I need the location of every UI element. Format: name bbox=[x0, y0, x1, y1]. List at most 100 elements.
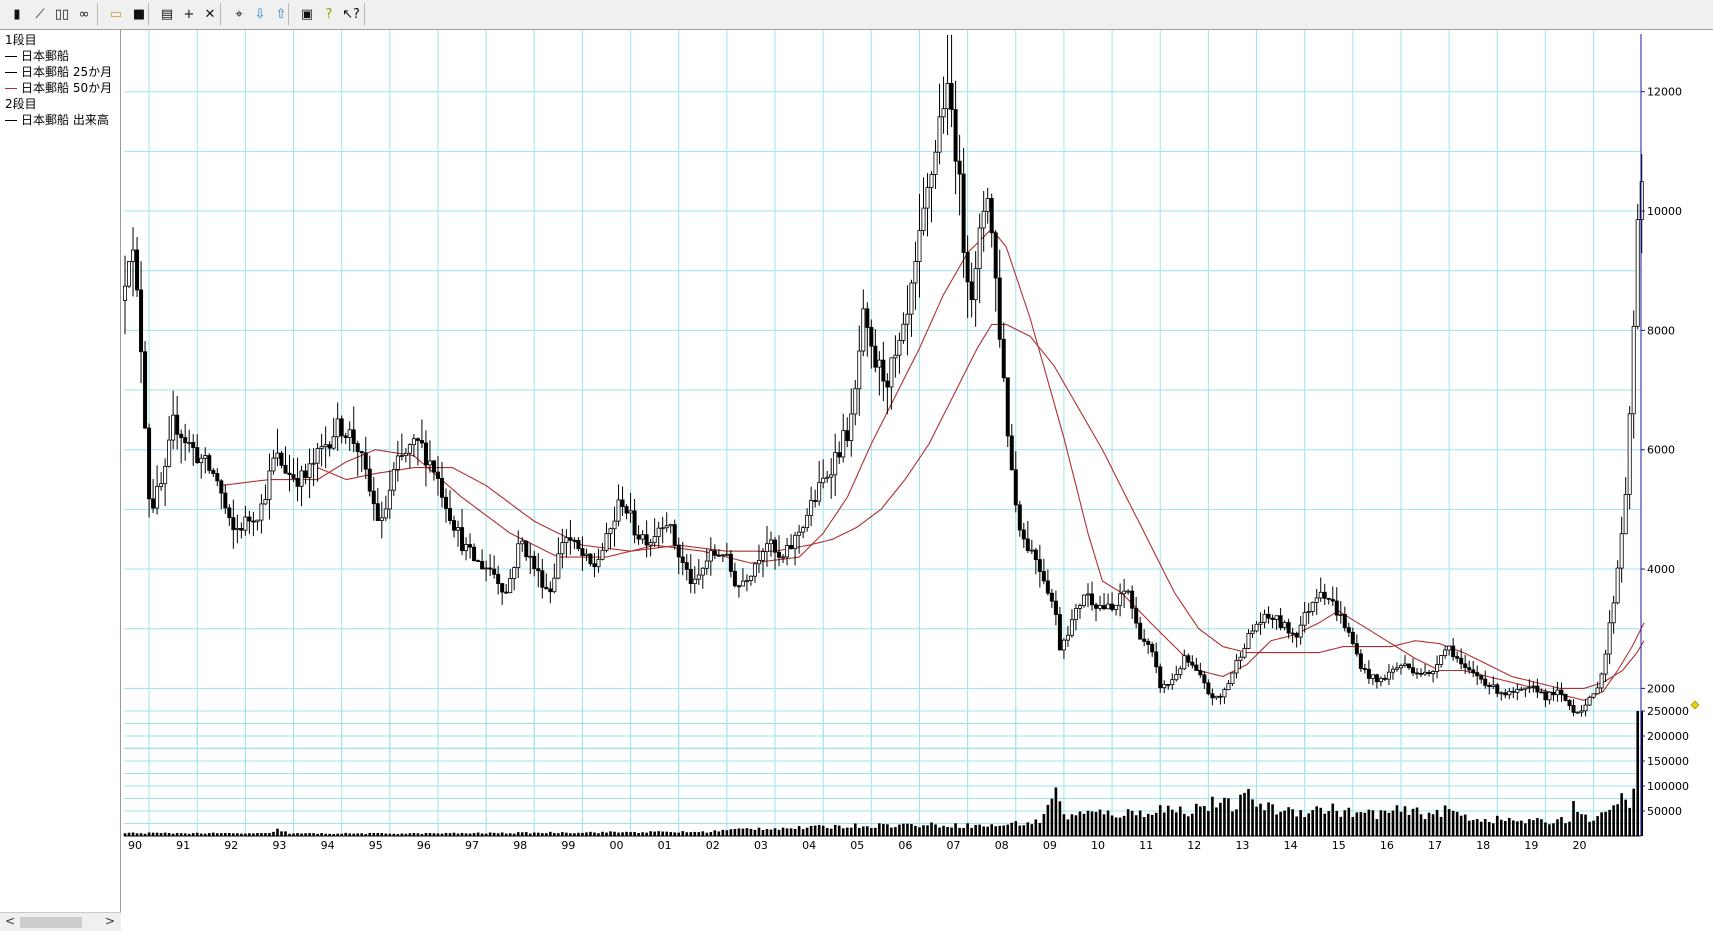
volume-bar bbox=[1022, 825, 1026, 836]
candle-body bbox=[652, 536, 657, 544]
volume-bar bbox=[1636, 711, 1640, 836]
arrow-down-icon[interactable]: ⇩ bbox=[254, 6, 266, 22]
volume-bar bbox=[641, 832, 644, 836]
candle-body bbox=[183, 437, 188, 444]
volume-bar bbox=[645, 832, 648, 836]
candle-body bbox=[315, 448, 320, 464]
legend-item: 日本郵船 50か月 bbox=[5, 81, 112, 96]
toolbar-separator bbox=[220, 3, 221, 25]
volume-bar bbox=[561, 832, 564, 836]
volume-bar bbox=[1199, 806, 1202, 836]
candle-body bbox=[1559, 689, 1564, 695]
x-tick-label: 04 bbox=[802, 839, 816, 852]
candle-body bbox=[1065, 634, 1070, 641]
volume-bar bbox=[1475, 819, 1479, 836]
arrow-up-icon[interactable]: ⇧ bbox=[275, 6, 287, 22]
candle-body bbox=[175, 414, 180, 435]
context-help-icon[interactable]: ↖? bbox=[342, 6, 360, 22]
x-tick-label: 19 bbox=[1524, 839, 1538, 852]
candle-body bbox=[732, 570, 737, 587]
volume-bar bbox=[1082, 813, 1086, 836]
volume-bar bbox=[549, 831, 552, 836]
volume-bar bbox=[1106, 810, 1110, 836]
candle-body bbox=[1503, 692, 1508, 696]
volume-tick-label: 250000 bbox=[1647, 705, 1689, 718]
scroll-right-icon[interactable]: > bbox=[105, 914, 116, 928]
x-tick-label: 12 bbox=[1187, 839, 1201, 852]
candle-body bbox=[1603, 653, 1608, 675]
volume-bar bbox=[448, 833, 452, 836]
candle-body bbox=[1623, 494, 1628, 535]
candle-body bbox=[1126, 590, 1131, 593]
volume-bar bbox=[689, 832, 693, 836]
x-tick-label: 11 bbox=[1139, 839, 1153, 852]
candle-body bbox=[1318, 591, 1323, 599]
volume-bar bbox=[524, 832, 528, 836]
properties-icon[interactable]: ▤ bbox=[160, 6, 174, 22]
candle-body bbox=[135, 249, 140, 291]
candle-body bbox=[1507, 690, 1512, 696]
candle-body bbox=[1017, 504, 1022, 531]
legend-item: 日本郵船 25か月 bbox=[5, 65, 112, 80]
volume-bar bbox=[179, 833, 183, 836]
volume-bar bbox=[729, 829, 733, 836]
save-icon[interactable]: ■ bbox=[132, 6, 146, 22]
candle-body bbox=[456, 527, 461, 531]
candle-body bbox=[263, 499, 268, 505]
print-icon[interactable]: ▣ bbox=[300, 6, 314, 22]
legend-scrollbar[interactable]: < > bbox=[0, 912, 121, 931]
delete-icon[interactable]: ✕ bbox=[204, 6, 216, 22]
volume-bar bbox=[404, 833, 408, 836]
ma25-layer bbox=[221, 228, 1645, 701]
candle-body bbox=[1611, 602, 1616, 624]
scroll-left-icon[interactable]: < bbox=[5, 914, 16, 928]
candle-body bbox=[744, 580, 749, 582]
dual-chart-icon[interactable]: ▯▯ bbox=[54, 6, 70, 22]
volume-bar bbox=[693, 831, 697, 836]
stock-chart: 2000400060008000100001200050000100000150… bbox=[121, 30, 1713, 931]
candle-body bbox=[596, 558, 601, 568]
volume-bar bbox=[1247, 789, 1250, 836]
volume-bar bbox=[1086, 810, 1090, 836]
volume-bar bbox=[408, 833, 412, 836]
volume-bar bbox=[384, 833, 388, 836]
candle-body bbox=[1615, 567, 1620, 604]
volume-bar bbox=[308, 833, 311, 836]
volume-bar bbox=[942, 825, 945, 836]
volume-bar bbox=[1351, 817, 1355, 836]
crosshair-icon[interactable]: + bbox=[183, 6, 195, 22]
line-chart-icon[interactable]: ⟋ bbox=[35, 6, 45, 22]
candle-body bbox=[536, 568, 541, 572]
volume-bar bbox=[1223, 797, 1226, 836]
candle-body bbox=[1314, 597, 1319, 603]
candle-body bbox=[439, 478, 444, 498]
candle-body bbox=[805, 514, 810, 529]
volume-bar bbox=[1126, 809, 1130, 836]
volume-bar bbox=[894, 827, 897, 836]
candle-body bbox=[760, 551, 765, 561]
candle-body bbox=[925, 187, 930, 209]
candle-body bbox=[616, 499, 621, 522]
candle-body bbox=[957, 160, 962, 175]
scrollbar-thumb[interactable] bbox=[20, 917, 82, 928]
volume-bar bbox=[1219, 802, 1222, 836]
open-folder-icon[interactable]: ▭ bbox=[109, 6, 123, 22]
zoom-icon[interactable]: ⌖ bbox=[235, 6, 243, 22]
candle-body bbox=[1531, 685, 1536, 688]
candle-body bbox=[628, 510, 633, 514]
volume-bar bbox=[1062, 814, 1066, 836]
help-icon[interactable]: ? bbox=[325, 6, 333, 22]
candle-body bbox=[889, 357, 894, 388]
candle-body bbox=[327, 444, 332, 449]
binoculars-icon[interactable]: ∞ bbox=[78, 6, 90, 22]
volume-bar bbox=[962, 827, 965, 836]
candle-body bbox=[1142, 638, 1147, 642]
candle-body bbox=[624, 506, 629, 514]
candle-body bbox=[893, 354, 898, 359]
volume-bar bbox=[1548, 824, 1551, 836]
volume-bar bbox=[878, 823, 881, 836]
candlestick-icon[interactable]: ▮ bbox=[13, 6, 21, 22]
candle-body bbox=[143, 351, 148, 429]
volume-bar bbox=[569, 833, 572, 836]
volume-bar bbox=[312, 833, 315, 836]
